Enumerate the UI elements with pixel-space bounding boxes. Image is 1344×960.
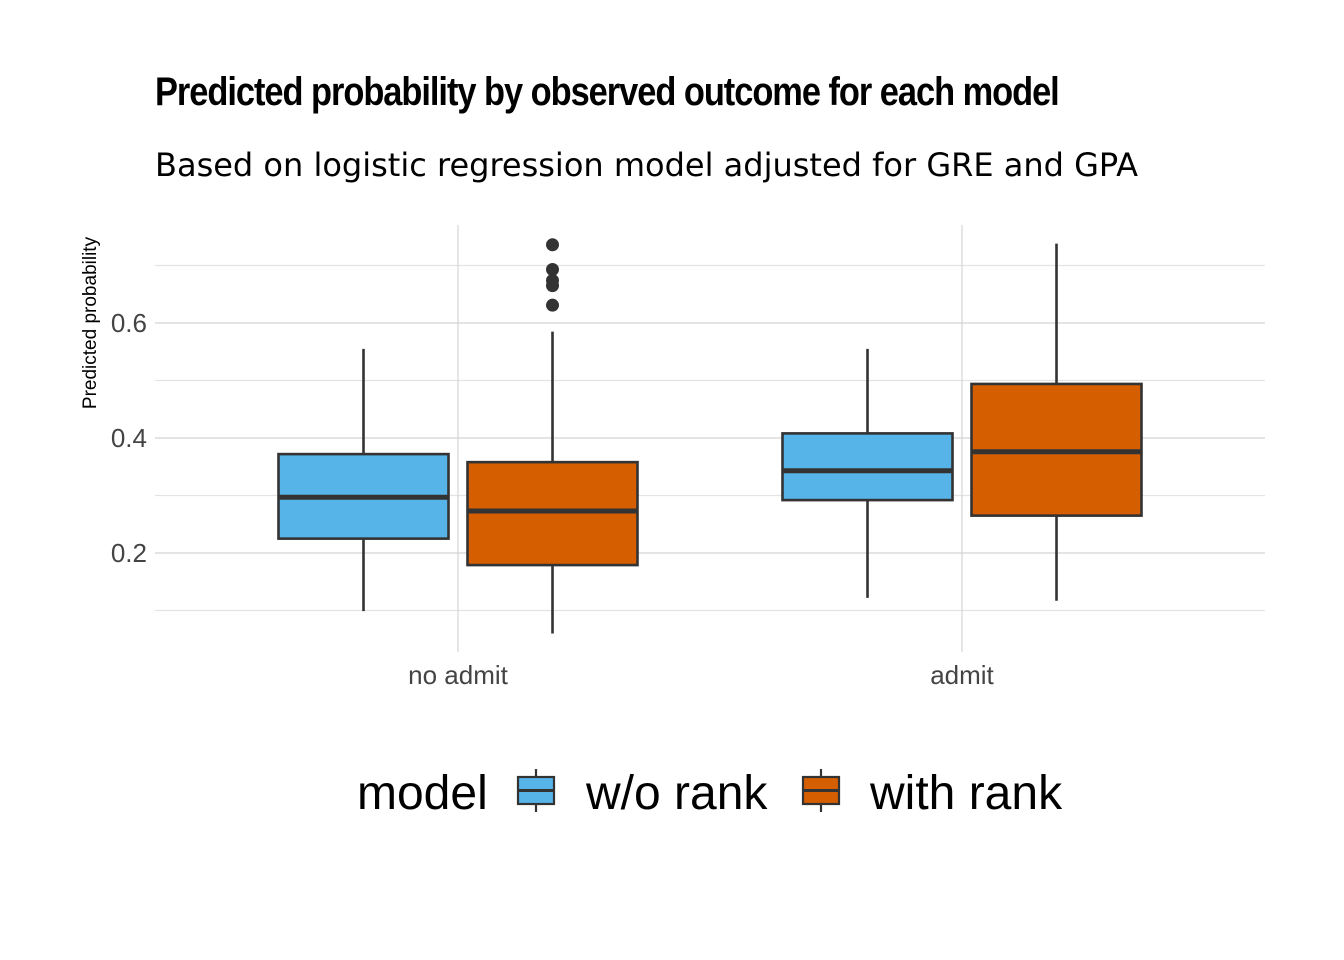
chart-title: Predicted probability by observed outcom… — [155, 70, 1060, 114]
outlier-point — [546, 263, 559, 277]
x-tick-label: admit — [930, 660, 994, 690]
x-tick-label: no admit — [408, 660, 508, 690]
y-tick-label: 0.6 — [111, 308, 147, 338]
grid-lines — [155, 225, 1265, 652]
iqr-box — [781, 432, 954, 502]
legend-label: w/o rank — [585, 767, 768, 820]
outlier-point — [546, 298, 559, 312]
legend-label: with rank — [869, 767, 1063, 820]
box-with-rank-no-admit — [466, 238, 639, 634]
outlier-point — [546, 238, 559, 252]
y-tick-label: 0.4 — [111, 423, 147, 453]
chart-subtitle: Based on logistic regression model adjus… — [155, 146, 1139, 184]
legend-key-1 — [516, 769, 556, 812]
legend: model w/o rank with rank — [357, 767, 1063, 820]
y-axis-title: Predicted probability — [80, 236, 101, 409]
outlier-point — [546, 273, 559, 287]
y-tick-label: 0.2 — [111, 538, 147, 568]
box-w-o-rank-admit — [781, 348, 954, 598]
legend-key-2 — [801, 769, 841, 812]
box-w-o-rank-no-admit — [277, 348, 450, 612]
axis-labels: 0.2 0.4 0.6 no admit admit Predicted probabil… — [80, 236, 995, 690]
legend-title: model — [357, 767, 488, 820]
iqr-box — [466, 460, 639, 567]
box-layer — [277, 238, 1143, 634]
box-with-rank-admit — [970, 243, 1143, 601]
